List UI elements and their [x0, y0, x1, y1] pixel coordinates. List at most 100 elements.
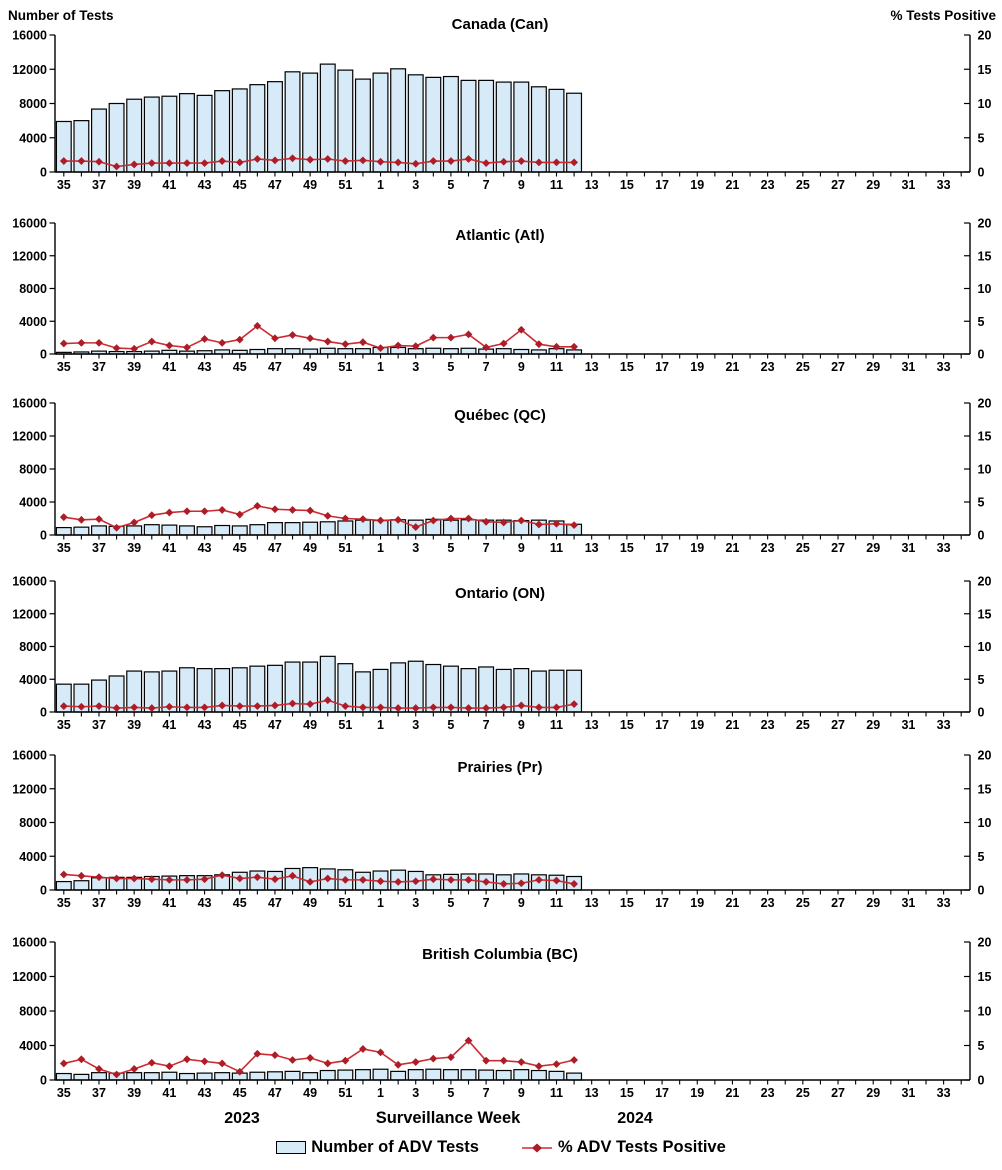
pct-positive-marker [218, 157, 227, 165]
x-tick-label: 23 [761, 541, 775, 555]
legend-line-marker-icon [521, 1143, 552, 1152]
pct-positive-marker [429, 516, 438, 525]
x-tick-label: 23 [761, 718, 775, 732]
pct-positive-marker [271, 156, 279, 165]
pct-positive-marker [218, 506, 227, 514]
x-tick-label: 51 [338, 1086, 352, 1100]
pct-positive-marker [359, 703, 367, 712]
pct-positive-marker [359, 875, 367, 884]
pct-positive-marker [394, 704, 403, 712]
y-tick-label-right: 15 [978, 430, 992, 444]
bar-week-43 [196, 526, 213, 536]
x-tick-label: 37 [92, 1086, 106, 1100]
pct-positive-marker [411, 159, 420, 168]
y-tick-label-right: 10 [978, 640, 992, 654]
bar-week-45 [231, 525, 248, 536]
pct-positive-marker [570, 1056, 578, 1064]
pct-positive-marker [517, 879, 526, 888]
pct-positive-marker [534, 340, 543, 349]
pct-positive-marker [411, 704, 420, 712]
y-tick-label-right: 5 [978, 315, 985, 329]
x-tick-label: 47 [268, 718, 282, 732]
pct-positive-marker [570, 158, 578, 167]
x-tick-label: 19 [690, 178, 704, 192]
y-tick-label-right: 5 [978, 673, 985, 687]
y-tick-label-right: 0 [978, 529, 985, 543]
x-tick-label: 15 [620, 541, 634, 555]
bar-week-1 [372, 72, 389, 173]
pct-positive-marker [235, 510, 244, 519]
x-tick-label: 33 [937, 896, 951, 910]
pct-positive-marker [464, 875, 473, 884]
pct-positive-marker [235, 874, 244, 883]
pct-positive-marker [517, 1058, 526, 1066]
pct-positive-marker [394, 158, 403, 167]
pct-positive-marker [218, 338, 227, 347]
y-tick-label-right: 20 [978, 749, 992, 763]
bar-week-3 [407, 1069, 424, 1081]
pct-positive-marker [200, 159, 209, 167]
x-tick-label: 23 [761, 360, 775, 374]
y-tick-label-right: 0 [978, 884, 985, 898]
x-tick-label: 33 [937, 360, 951, 374]
pct-positive-marker [200, 1057, 209, 1066]
pct-positive-marker [112, 1070, 121, 1079]
x-tick-label: 17 [655, 718, 669, 732]
x-tick-label: 17 [655, 1086, 669, 1100]
x-tick-label: 37 [92, 896, 106, 910]
pct-positive-marker [359, 1045, 367, 1053]
pct-positive-marker [323, 337, 332, 346]
pct-positive-marker [429, 875, 438, 884]
pct-positive-marker [235, 335, 244, 344]
x-tick-label: 11 [550, 896, 563, 910]
x-tick-label: 3 [412, 718, 419, 732]
x-axis-title: Surveillance Week [375, 1109, 521, 1127]
x-tick-label: 49 [303, 896, 317, 910]
bar-week-47 [266, 1071, 283, 1081]
x-tick-label: 9 [518, 718, 525, 732]
bar-week-44 [214, 524, 231, 536]
bar-week-51 [337, 520, 354, 536]
pct-positive-marker [447, 333, 455, 342]
x-tick-label: 7 [483, 541, 490, 555]
pct-positive-marker [306, 506, 315, 515]
pct-positive-marker [288, 506, 297, 514]
x-tick-label: 3 [412, 360, 419, 374]
x-tick-label: 33 [937, 541, 951, 555]
y-tick-label-right: 20 [978, 397, 992, 411]
bar-week-49 [302, 1072, 319, 1081]
y-tick-label-right: 0 [978, 166, 985, 180]
x-tick-label: 35 [57, 718, 71, 732]
x-tick-label: 9 [518, 896, 525, 910]
pct-positive-marker [570, 880, 578, 888]
pct-positive-marker [429, 703, 438, 712]
y-tick-label-right: 0 [978, 1074, 985, 1088]
pct-positive-marker [570, 342, 578, 351]
x-tick-label: 45 [233, 178, 247, 192]
x-tick-label: 39 [127, 541, 141, 555]
bar-week-42 [178, 1072, 195, 1081]
pct-positive-marker [130, 518, 139, 527]
bar-week-39 [126, 1072, 143, 1081]
x-tick-label: 11 [550, 1086, 563, 1100]
legend-item-pct: % ADV Tests Positive [521, 1138, 726, 1157]
pct-positive-marker [306, 155, 315, 164]
pct-positive-marker [253, 702, 262, 710]
bar-week-50 [319, 521, 336, 536]
pct-positive-marker [464, 330, 473, 339]
pct-positive-marker [411, 523, 420, 531]
y-tick-label-right: 20 [978, 575, 992, 589]
pct-positive-marker [552, 876, 561, 885]
pct-positive-marker [271, 701, 279, 710]
pct-positive-marker [517, 325, 526, 334]
bar-week-48 [284, 348, 301, 355]
pct-positive-marker [482, 1056, 491, 1065]
pct-positive-marker [482, 343, 491, 352]
pct-positive-marker [499, 703, 508, 712]
bar-week-3 [407, 74, 424, 173]
pct-positive-marker [147, 704, 156, 712]
y-tick-label-left: 12000 [12, 430, 47, 444]
x-tick-label: 3 [412, 1086, 419, 1100]
pct-positive-marker [429, 157, 438, 165]
x-tick-label: 43 [198, 718, 212, 732]
